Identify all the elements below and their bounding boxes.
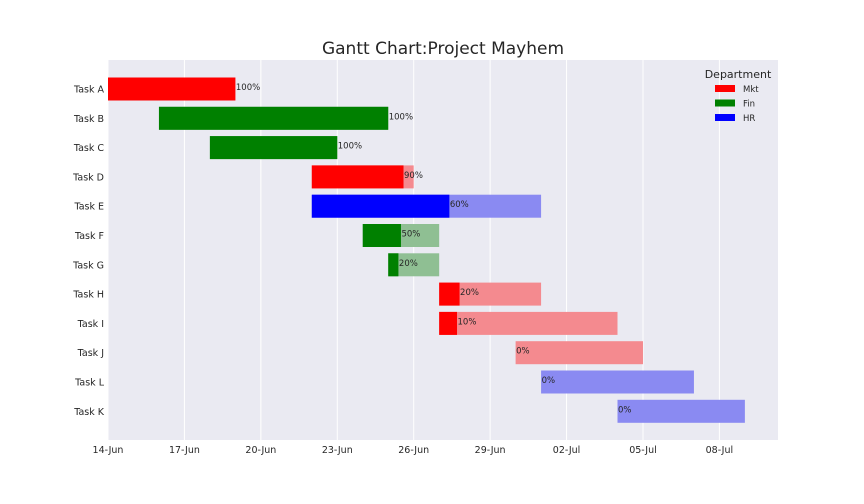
task-label: Task K xyxy=(73,407,105,418)
task-label: Task L xyxy=(74,378,105,389)
completion-label: 100% xyxy=(338,142,362,152)
task-label: Task D xyxy=(72,172,104,183)
legend-title: Department xyxy=(705,68,772,81)
legend-entry: Fin xyxy=(743,100,755,110)
legend: Department Mkt Fin HR xyxy=(705,68,772,124)
legend-entry: Mkt xyxy=(743,85,759,95)
task-bar-completed xyxy=(439,311,458,335)
x-tick-label: 29-Jun xyxy=(475,445,506,456)
task-bar-completed xyxy=(439,282,460,306)
task-bar-remaining xyxy=(388,253,440,277)
task-bar-completed xyxy=(158,106,389,130)
completion-label: 90% xyxy=(404,171,423,181)
completion-label: 10% xyxy=(458,317,477,327)
completion-label: 50% xyxy=(401,230,420,240)
task-label: Task A xyxy=(73,85,105,96)
task-bar-completed xyxy=(108,77,236,101)
x-tick-label: 02-Jul xyxy=(553,445,581,456)
completion-label: 0% xyxy=(618,405,632,415)
completion-label: 100% xyxy=(389,112,413,122)
completion-label: 0% xyxy=(542,376,556,386)
task-bar-remaining xyxy=(439,311,618,335)
legend-swatch xyxy=(715,85,735,92)
task-label: Task F xyxy=(74,231,104,242)
task-label: Task I xyxy=(77,319,104,330)
legend-swatch xyxy=(715,114,735,121)
x-tick-label: 17-Jun xyxy=(169,445,200,456)
task-label: Task B xyxy=(73,114,104,125)
task-label: Task E xyxy=(73,202,104,213)
task-bar-completed xyxy=(209,136,338,160)
task-label: Task H xyxy=(72,290,104,301)
x-tick-label: 05-Jul xyxy=(629,445,657,456)
completion-label: 100% xyxy=(236,83,260,93)
task-label: Task J xyxy=(77,348,104,359)
x-tick-label: 14-Jun xyxy=(93,445,124,456)
task-bar-remaining xyxy=(541,370,694,394)
task-bar-completed xyxy=(362,224,401,247)
completion-label: 0% xyxy=(516,347,530,357)
legend-swatch xyxy=(715,99,735,107)
x-tick-label: 20-Jun xyxy=(245,445,276,456)
task-bar-remaining xyxy=(439,282,542,306)
task-bar-completed xyxy=(311,194,450,218)
completion-label: 20% xyxy=(460,288,479,298)
chart-title: Gantt Chart:Project Mayhem xyxy=(322,39,564,59)
completion-label: 60% xyxy=(450,200,469,210)
x-tick-label: 23-Jun xyxy=(322,445,353,456)
task-bars xyxy=(108,77,745,423)
task-bar-completed xyxy=(388,253,399,277)
completion-label: 20% xyxy=(399,259,418,269)
y-axis-task-labels: Task A Task B Task C Task D Task E Task F Task… xyxy=(72,85,105,418)
task-bar-remaining xyxy=(617,399,745,423)
task-bar-remaining xyxy=(515,341,643,365)
x-tick-label: 26-Jun xyxy=(398,445,429,456)
completion-labels: 100% 100% 100% 90% 60% 50% 20% 20% 10% 0% 0% 0% xyxy=(236,83,632,415)
task-label: Task G xyxy=(72,260,104,271)
task-label: Task C xyxy=(73,143,105,154)
x-tick-label: 08-Jul xyxy=(706,445,734,456)
task-bar-completed xyxy=(311,165,404,189)
legend-entry: HR xyxy=(743,114,755,124)
x-axis-date-labels: 14-Jun 17-Jun 20-Jun 23-Jun 26-Jun 29-Jun 02-J… xyxy=(93,445,734,456)
